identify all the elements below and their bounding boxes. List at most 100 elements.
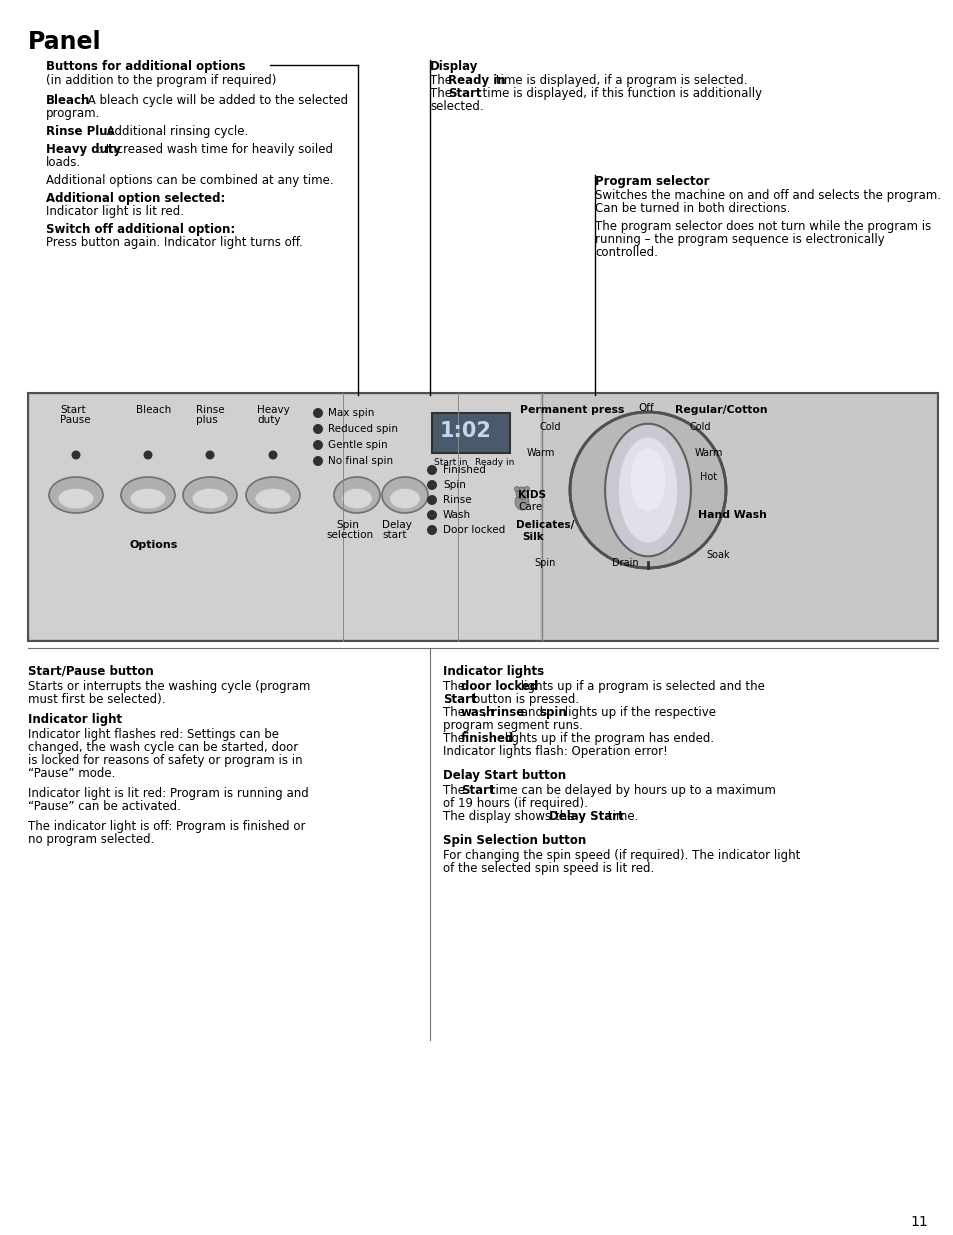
Text: must first be selected).: must first be selected). [28, 693, 165, 706]
Text: Indicator light: Indicator light [28, 713, 122, 726]
Text: plus: plus [195, 415, 217, 425]
Text: Indicator light is lit red.: Indicator light is lit red. [46, 205, 184, 219]
Text: time is displayed, if a program is selected.: time is displayed, if a program is selec… [492, 74, 747, 86]
Text: lights up if a program is selected and the: lights up if a program is selected and t… [517, 680, 764, 693]
Text: Spin: Spin [442, 480, 465, 490]
Text: changed, the wash cycle can be started, door: changed, the wash cycle can be started, … [28, 741, 298, 755]
Text: Warm: Warm [695, 448, 722, 458]
Text: The: The [442, 680, 468, 693]
Text: : Additional rinsing cycle.: : Additional rinsing cycle. [99, 125, 248, 138]
Text: The: The [430, 86, 456, 100]
Circle shape [516, 487, 527, 499]
Text: For changing the spin speed (if required). The indicator light: For changing the spin speed (if required… [442, 848, 800, 862]
Text: lights up if the respective: lights up if the respective [560, 706, 716, 719]
Text: Spin Selection button: Spin Selection button [442, 834, 586, 847]
Text: Max spin: Max spin [328, 408, 374, 417]
Text: Switch off additional option:: Switch off additional option: [46, 224, 235, 236]
Text: Off: Off [638, 403, 653, 412]
Text: start: start [381, 530, 406, 540]
Text: Cold: Cold [539, 422, 561, 432]
Circle shape [524, 487, 529, 492]
Text: Regular/Cotton: Regular/Cotton [675, 405, 767, 415]
Text: Bleach: Bleach [46, 94, 91, 107]
Circle shape [514, 487, 519, 492]
Text: Start: Start [460, 784, 494, 797]
Text: Rinse Plus: Rinse Plus [46, 125, 114, 138]
Text: Program selector: Program selector [595, 175, 709, 188]
Text: ,: , [482, 706, 490, 719]
Text: Start: Start [442, 693, 476, 706]
Text: Rinse: Rinse [195, 405, 224, 415]
FancyBboxPatch shape [432, 412, 510, 453]
Text: time can be delayed by hours up to a maximum: time can be delayed by hours up to a max… [486, 784, 775, 797]
Circle shape [427, 495, 436, 505]
Text: selected.: selected. [430, 100, 483, 112]
Text: Start: Start [448, 86, 481, 100]
Text: time is displayed, if this function is additionally: time is displayed, if this function is a… [475, 86, 761, 100]
Ellipse shape [630, 448, 665, 511]
Text: Silk: Silk [521, 532, 543, 542]
Circle shape [313, 408, 323, 417]
Text: The: The [442, 732, 468, 745]
Text: KIDS: KIDS [517, 490, 545, 500]
Text: Delay: Delay [381, 520, 412, 530]
Text: Additional option selected:: Additional option selected: [46, 191, 225, 205]
Ellipse shape [255, 489, 291, 509]
Ellipse shape [618, 437, 677, 542]
Text: Drain: Drain [612, 558, 638, 568]
Text: Wash: Wash [442, 510, 471, 520]
Text: The: The [442, 706, 468, 719]
Text: The program selector does not turn while the program is: The program selector does not turn while… [595, 220, 930, 233]
Text: Rinse: Rinse [442, 495, 471, 505]
Circle shape [427, 510, 436, 520]
Text: selection: selection [326, 530, 373, 540]
Circle shape [313, 440, 323, 450]
Ellipse shape [58, 489, 93, 509]
Text: Hot: Hot [700, 472, 717, 482]
Text: spin: spin [538, 706, 566, 719]
Text: program segment runs.: program segment runs. [442, 719, 582, 732]
Text: The: The [430, 74, 456, 86]
Text: Gentle spin: Gentle spin [328, 440, 387, 450]
Text: Finished: Finished [442, 466, 485, 475]
Text: finished: finished [460, 732, 514, 745]
Text: Pause: Pause [60, 415, 91, 425]
Text: Cold: Cold [689, 422, 711, 432]
Text: door locked: door locked [460, 680, 537, 693]
Text: wash: wash [460, 706, 495, 719]
Text: controlled.: controlled. [595, 246, 658, 259]
Circle shape [643, 415, 649, 421]
Ellipse shape [121, 477, 174, 513]
Text: program.: program. [46, 107, 100, 120]
Ellipse shape [604, 424, 690, 556]
Text: Permanent press: Permanent press [519, 405, 623, 415]
Circle shape [427, 466, 436, 475]
FancyBboxPatch shape [30, 395, 539, 638]
Text: Heavy duty: Heavy duty [46, 143, 121, 156]
Text: “Pause” can be activated.: “Pause” can be activated. [28, 800, 181, 813]
Text: Press button again. Indicator light turns off.: Press button again. Indicator light turn… [46, 236, 302, 249]
FancyBboxPatch shape [28, 393, 937, 641]
Text: Door locked: Door locked [442, 525, 505, 535]
Ellipse shape [246, 477, 299, 513]
Text: Delay Start: Delay Start [548, 810, 623, 823]
Ellipse shape [381, 477, 428, 513]
Text: “Pause” mode.: “Pause” mode. [28, 767, 115, 781]
Text: running – the program sequence is electronically: running – the program sequence is electr… [595, 233, 883, 246]
Circle shape [71, 451, 80, 459]
Text: (in addition to the program if required): (in addition to the program if required) [46, 74, 276, 86]
Text: of 19 hours (if required).: of 19 hours (if required). [442, 797, 587, 810]
Text: Display: Display [430, 61, 477, 73]
Circle shape [268, 451, 277, 459]
Ellipse shape [342, 489, 372, 509]
Ellipse shape [515, 494, 529, 510]
FancyBboxPatch shape [541, 395, 935, 638]
Text: Hand Wash: Hand Wash [698, 510, 766, 520]
Text: rinse: rinse [491, 706, 524, 719]
Text: Can be turned in both directions.: Can be turned in both directions. [595, 203, 789, 215]
Text: Buttons for additional options: Buttons for additional options [46, 61, 245, 73]
Text: lights up if the program has ended.: lights up if the program has ended. [500, 732, 714, 745]
Text: Start in: Start in [434, 458, 467, 467]
Text: Care: Care [517, 501, 541, 513]
Text: Starts or interrupts the washing cycle (program: Starts or interrupts the washing cycle (… [28, 680, 310, 693]
